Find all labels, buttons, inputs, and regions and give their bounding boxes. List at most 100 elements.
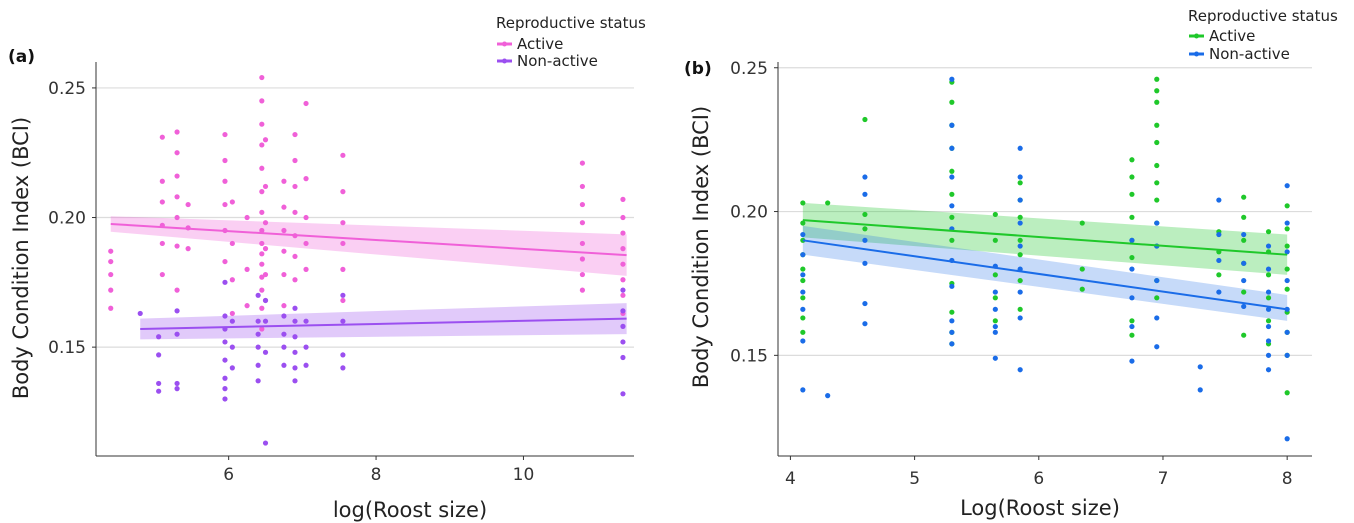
panel-b-point-active [1265, 229, 1272, 235]
panel-b-point-active [1079, 286, 1085, 292]
panel-a-point-non-active [222, 339, 228, 345]
panel-a-point-active [259, 209, 265, 215]
panel-a-point-non-active [137, 310, 143, 317]
panel-b-point-active [1154, 295, 1160, 301]
panel-b-ci-band-non-active [802, 225, 1288, 321]
panel-b-point-active [1129, 214, 1135, 220]
panel-a-point-active [185, 246, 191, 252]
panel-a-point-non-active [303, 344, 309, 350]
panel-a-point-active [340, 266, 346, 272]
panel-a-point-non-active [340, 318, 346, 324]
panel-b-point-non-active [1284, 329, 1290, 335]
panel-b-point-active [862, 226, 868, 232]
panel-a-point-non-active [262, 349, 269, 355]
panel-b-point-non-active [1154, 277, 1160, 284]
panel-a-point-active [292, 209, 298, 215]
panel-a-legend-label-nonactive: Non-active [517, 52, 598, 70]
panel-b-point-active [949, 99, 955, 105]
panel-b-point-non-active [800, 338, 806, 344]
panel-a-point-active [174, 173, 180, 179]
panel-b-point-active [1154, 99, 1160, 105]
panel-a-point-non-active [222, 357, 228, 363]
panel-b-trend-line-non-active [802, 239, 1288, 311]
panel-a-legend-label-active: Active [517, 35, 563, 53]
panel-b-point-active [1079, 266, 1085, 272]
panel-a-point-active [222, 131, 228, 138]
panel-b-ci-band-active [802, 202, 1288, 275]
panel-a-point-active [620, 196, 626, 202]
panel-a-point-active [229, 240, 235, 247]
panel-a-point-active [174, 243, 180, 249]
panel-b-points [800, 76, 1290, 442]
panel-b-point-non-active [949, 76, 955, 82]
panel-b-point-active [1154, 180, 1160, 186]
panel-b-point-active [800, 266, 806, 272]
panel-a-point-active [222, 157, 228, 164]
panel-b-x-tick-label: 5 [909, 469, 920, 489]
panel-b-point-non-active [1265, 306, 1272, 312]
panel-b-trend-lines [802, 219, 1288, 311]
panel-a-point-non-active [255, 331, 261, 337]
panel-a-point-active [303, 266, 309, 272]
panel-b-point-non-active [1241, 303, 1247, 310]
panel-b-point-non-active [1265, 243, 1272, 249]
panel-a-point-non-active [620, 287, 626, 293]
panel-a-point-active [579, 271, 586, 278]
panel-a-point-active [620, 261, 626, 267]
panel-a-point-active [259, 142, 265, 148]
panel-b-point-active [1129, 332, 1135, 338]
panel-a-point-non-active [255, 318, 261, 324]
panel-a-point-non-active [174, 308, 180, 314]
panel-b-point-active [800, 220, 806, 226]
panel-b-point-active [1017, 306, 1023, 312]
panel-b-legend: Reproductive status Active Non-active [1188, 7, 1338, 63]
panel-b-point-non-active [1216, 257, 1222, 264]
panel-b-point-non-active [992, 306, 998, 312]
panel-a-point-active [262, 220, 269, 226]
panel-b-point-active [1017, 214, 1023, 220]
panel-a-point-active [292, 131, 298, 138]
panel-b-point-non-active [992, 323, 998, 330]
panel-a-point-active [259, 121, 265, 127]
panel-a-point-active [281, 303, 287, 309]
panel-a-point-active [579, 287, 586, 293]
panel-a-point-active [174, 194, 180, 200]
panel-b-point-active [949, 191, 955, 197]
panel-a-point-non-active [620, 323, 626, 329]
panel-a-point-non-active [292, 349, 298, 355]
panel-a-point-active [259, 251, 265, 257]
panel-b-point-non-active [1129, 237, 1135, 243]
panel-b-point-active [1129, 254, 1135, 261]
panel-a-point-active [292, 157, 298, 164]
panel-b-point-active [1241, 214, 1247, 220]
panel-a-point-non-active [174, 331, 180, 337]
panel-a-point-active [579, 256, 586, 262]
panel-b-point-active [800, 295, 806, 301]
panel-a-point-non-active [620, 339, 626, 345]
panel-b-x-tick-label: 4 [785, 469, 796, 489]
panel-a-point-active [303, 176, 309, 182]
panel-b-point-active [1241, 194, 1247, 200]
panel-b-point-non-active [800, 272, 806, 278]
panel-b-point-non-active [1017, 174, 1023, 180]
panel-a-point-active [108, 305, 114, 311]
panel-b-point-non-active [1284, 220, 1290, 226]
panel-b-point-active [949, 237, 955, 243]
panel-a-point-active [620, 246, 626, 252]
panel-b-ci-bands [802, 202, 1288, 321]
panel-a-x-tick-label: 10 [513, 465, 535, 485]
panel-a-point-non-active [222, 386, 228, 392]
panel-a-point-active [108, 271, 114, 278]
panel-a-point-active [262, 271, 269, 278]
panel-b-point-non-active [825, 393, 831, 399]
panel-a-point-active [159, 271, 165, 278]
panel-b-x-tick-label: 8 [1282, 469, 1293, 489]
panel-b-point-non-active [862, 237, 868, 243]
panel-a-point-active [244, 214, 250, 221]
panel-b-point-non-active [949, 203, 955, 209]
panel-b-point-non-active [1216, 231, 1222, 238]
panel-b-point-non-active [800, 289, 806, 295]
panel-a-trend-line-active [110, 223, 627, 257]
panel-b-point-active [1154, 139, 1160, 146]
panel-a-point-active [259, 227, 265, 234]
